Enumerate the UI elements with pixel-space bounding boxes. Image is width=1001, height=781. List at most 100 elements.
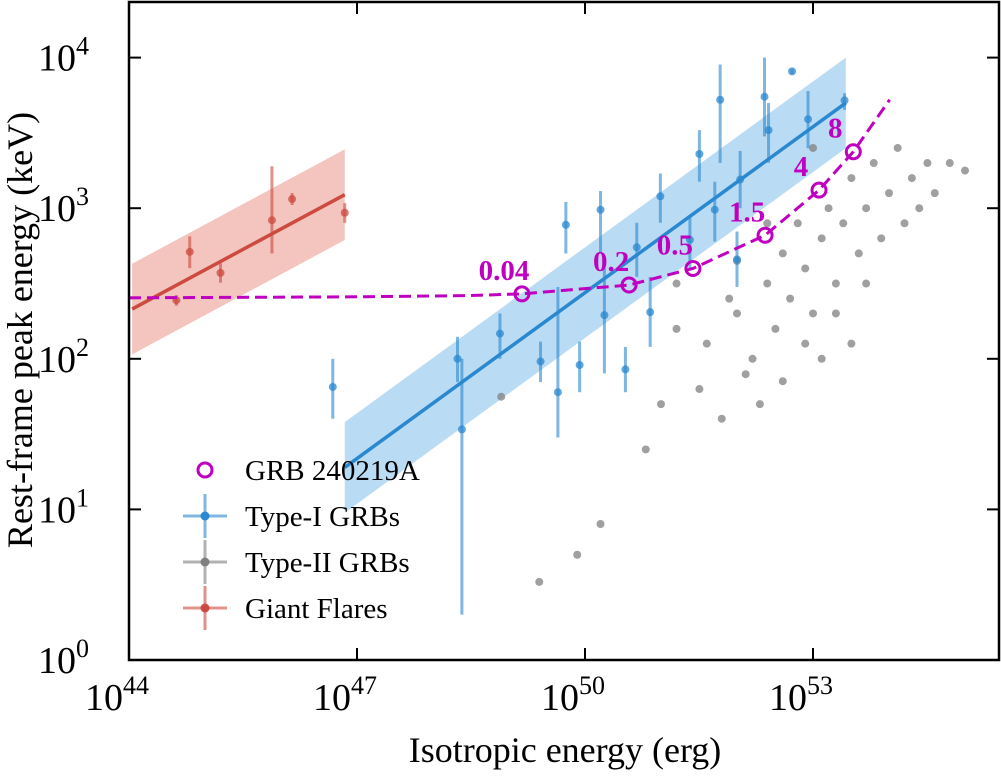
data-point [672,279,681,288]
data-point [831,309,840,318]
tick-base: 10 [38,640,76,682]
data-point [945,159,954,168]
tick-base: 10 [85,677,123,719]
tick-exponent: 50 [579,671,605,700]
data-point [656,192,665,201]
data-point [497,392,506,401]
data-point [741,370,750,379]
data-point [801,264,810,273]
legend-label: Type-I GRBs [245,501,400,533]
grb-point [684,259,702,277]
data-point [328,382,337,391]
data-point [786,294,795,303]
data-point [695,385,704,394]
data-point [840,96,849,105]
grb-point [844,143,862,161]
data-point [646,308,655,317]
tick-label: 104 [38,32,89,80]
data-point [885,189,894,198]
tick-base: 10 [769,677,807,719]
data-point [900,219,909,228]
data-point [869,159,878,168]
data-point [793,219,802,228]
data-point [685,235,694,244]
data-point [854,249,863,258]
tick-base: 10 [313,677,351,719]
data-point [657,400,666,409]
data-point [185,247,194,256]
tick-base: 10 [38,38,76,80]
data-point [216,268,225,277]
data-point [778,377,787,386]
data-point [961,166,970,175]
data-point [923,159,932,168]
data-point [760,92,769,101]
data-point [755,400,764,409]
data-point [710,205,719,214]
data-point [672,324,681,333]
fit-line [343,101,847,469]
data-point [267,216,276,225]
data-point [561,220,570,229]
data-point [748,354,757,363]
grb-point [620,276,638,294]
data-point [809,309,818,318]
data-point [764,126,773,135]
plot-frame [127,0,1001,662]
legend-label: GRB 240219A [245,455,420,487]
data-point [824,204,833,213]
tick-exponent: 0 [76,634,89,663]
tick-label: 1047 [313,671,377,719]
tick-base: 10 [38,339,76,381]
legend-marker [200,603,210,613]
tick-label: 101 [38,483,89,531]
data-point [288,195,297,204]
point-label: 4 [794,151,809,183]
data-point [733,255,742,264]
point-label: 0.5 [657,229,693,261]
grb-point [810,181,828,199]
tick-exponent: 3 [76,182,89,211]
data-point [893,143,902,152]
data-point [575,360,584,369]
data-point [862,204,871,213]
data-point [801,339,810,348]
legend-label: Giant Flares [245,593,388,625]
tick-exponent: 47 [351,671,377,700]
tick-base: 10 [38,188,76,230]
tick-exponent: 2 [76,333,89,362]
tick-label: 102 [38,333,89,381]
data-point [763,279,772,288]
data-point [641,445,650,454]
data-point [621,365,630,374]
grb-curve [129,98,891,300]
tick-exponent: 4 [76,32,89,61]
point-label: 0.2 [593,246,629,278]
data-point [573,550,582,559]
data-point [736,175,745,184]
tick-exponent: 44 [123,671,149,700]
data-point [536,357,545,366]
data-point [930,189,939,198]
point-label: 1.5 [729,196,765,228]
tick-label: 100 [38,634,89,682]
data-point [702,339,711,348]
plot-area [129,57,970,615]
point-label: 0.04 [479,255,530,287]
fit-line [131,193,346,311]
tick-exponent: 1 [76,483,89,512]
data-point [763,219,772,228]
data-point [915,204,924,213]
legend-marker [200,557,210,567]
tick-label: 103 [38,182,89,230]
tick-base: 10 [38,489,76,531]
data-point [771,324,780,333]
data-point [632,243,641,252]
data-point [809,143,818,152]
tick-base: 10 [541,677,579,719]
grb-point [756,226,774,244]
legend-marker [200,511,210,521]
grb-point [513,285,531,303]
data-point [788,67,797,76]
